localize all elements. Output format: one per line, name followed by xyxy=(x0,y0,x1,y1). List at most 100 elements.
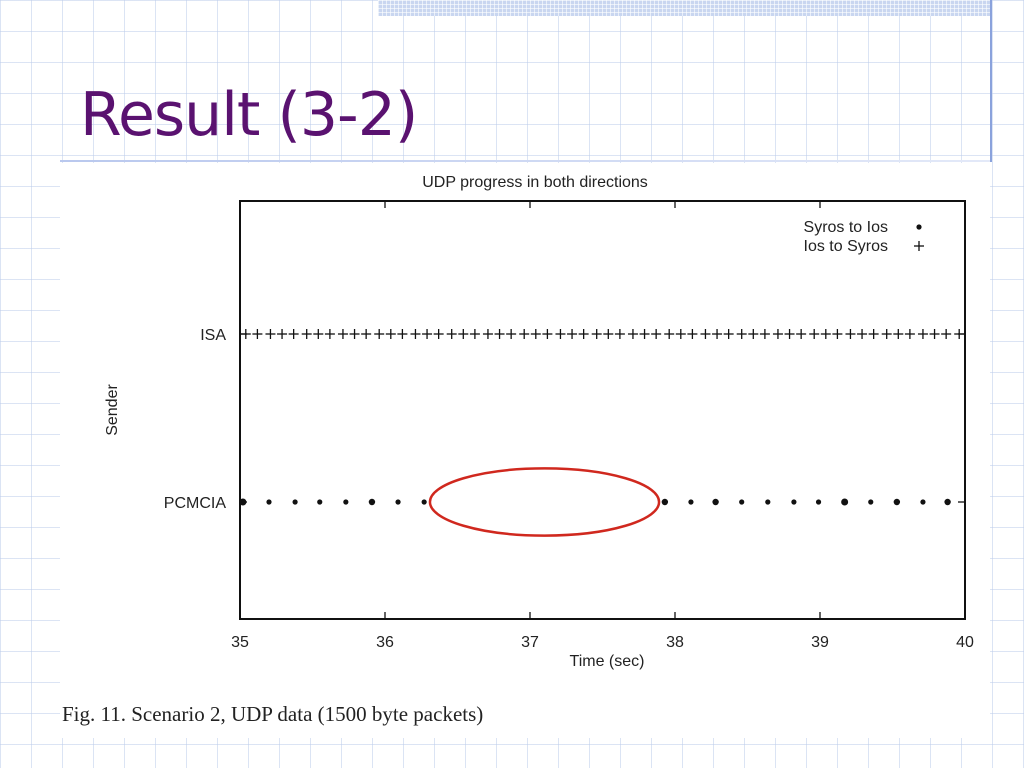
data-point-ios-to-syros xyxy=(784,329,795,339)
data-point-ios-to-syros xyxy=(820,329,831,339)
figure-caption: Fig. 11. Scenario 2, UDP data (1500 byte… xyxy=(62,702,484,726)
data-point-ios-to-syros xyxy=(675,329,686,339)
data-point-ios-to-syros xyxy=(893,329,904,339)
data-point-ios-to-syros xyxy=(446,329,457,339)
x-tick-label: 35 xyxy=(231,634,249,651)
data-point-ios-to-syros xyxy=(397,329,408,339)
data-point-syros-to-ios xyxy=(343,499,349,505)
legend-label-syros-to-ios: Syros to Ios xyxy=(804,219,888,236)
data-point-syros-to-ios xyxy=(292,499,298,505)
data-point-ios-to-syros xyxy=(845,329,856,339)
legend-label-ios-to-syros: Ios to Syros xyxy=(804,238,888,255)
data-point-syros-to-ios xyxy=(266,499,272,505)
data-point-syros-to-ios xyxy=(395,499,401,505)
data-point-ios-to-syros xyxy=(519,329,530,339)
data-point-syros-to-ios xyxy=(712,498,719,506)
data-point-ios-to-syros xyxy=(748,329,759,339)
series-syros-to-ios xyxy=(239,498,951,506)
data-point-syros-to-ios xyxy=(739,499,745,505)
data-point-syros-to-ios xyxy=(815,499,822,505)
data-point-ios-to-syros xyxy=(904,329,915,339)
data-point-ios-to-syros xyxy=(700,329,711,339)
data-point-ios-to-syros xyxy=(712,329,723,339)
data-point-ios-to-syros xyxy=(868,329,879,339)
data-point-ios-to-syros xyxy=(567,329,578,339)
data-point-ios-to-syros xyxy=(482,329,493,339)
data-point-ios-to-syros xyxy=(252,329,263,339)
series-ios-to-syros xyxy=(240,329,965,339)
data-point-syros-to-ios xyxy=(893,498,901,506)
data-point-ios-to-syros xyxy=(664,329,675,339)
data-point-ios-to-syros xyxy=(954,329,965,339)
data-point-ios-to-syros xyxy=(542,329,553,339)
header-side-rule xyxy=(990,0,992,162)
data-point-ios-to-syros xyxy=(772,329,783,339)
x-tick-label: 40 xyxy=(956,634,974,651)
data-point-ios-to-syros xyxy=(687,329,698,339)
data-point-ios-to-syros xyxy=(614,329,625,339)
data-point-ios-to-syros xyxy=(288,329,299,339)
data-point-ios-to-syros xyxy=(809,329,820,339)
data-point-ios-to-syros xyxy=(881,329,892,339)
data-point-syros-to-ios xyxy=(791,499,797,505)
data-point-ios-to-syros xyxy=(530,329,541,339)
x-tick-label: 38 xyxy=(666,634,684,651)
data-point-ios-to-syros xyxy=(301,329,312,339)
axis-ticks xyxy=(239,201,966,619)
data-point-ios-to-syros xyxy=(603,329,614,339)
data-point-ios-to-syros xyxy=(458,329,469,339)
data-point-ios-to-syros xyxy=(759,329,770,339)
data-point-ios-to-syros xyxy=(639,329,650,339)
data-point-ios-to-syros xyxy=(433,329,444,339)
data-point-ios-to-syros xyxy=(385,329,396,339)
data-point-ios-to-syros xyxy=(917,329,928,339)
data-point-ios-to-syros xyxy=(469,329,480,339)
plot-frame xyxy=(239,200,966,620)
data-point-syros-to-ios xyxy=(368,498,376,506)
data-point-ios-to-syros xyxy=(265,329,276,339)
data-point-ios-to-syros xyxy=(277,329,288,339)
data-point-ios-to-syros xyxy=(349,329,360,339)
chart-legend: Syros to Ios Ios to Syros xyxy=(804,219,924,255)
y-tick-label: PCMCIA xyxy=(164,495,227,512)
data-point-ios-to-syros xyxy=(337,329,348,339)
data-point-ios-to-syros xyxy=(422,329,433,339)
data-point-ios-to-syros xyxy=(832,329,843,339)
data-point-syros-to-ios xyxy=(421,499,427,505)
highlight-ellipse xyxy=(428,467,661,537)
data-point-ios-to-syros xyxy=(494,329,505,339)
title-underline xyxy=(60,160,990,162)
data-point-ios-to-syros xyxy=(723,329,734,339)
data-point-syros-to-ios xyxy=(239,498,247,506)
y-category-labels: PCMCIA ISA xyxy=(164,327,227,512)
data-point-ios-to-syros xyxy=(361,329,372,339)
data-point-ios-to-syros xyxy=(627,329,638,339)
data-point-ios-to-syros xyxy=(324,329,335,339)
x-tick-label: 36 xyxy=(376,634,394,651)
data-point-syros-to-ios xyxy=(944,498,951,506)
data-point-ios-to-syros xyxy=(736,329,747,339)
x-tick-label: 37 xyxy=(521,634,539,651)
header-decor-band xyxy=(378,0,992,16)
chart-annotations xyxy=(428,467,661,537)
data-point-ios-to-syros xyxy=(506,329,517,339)
udp-progress-chart: UDP progress in both directions Syros to… xyxy=(104,174,974,670)
x-tick-label: 39 xyxy=(811,634,829,651)
data-point-ios-to-syros xyxy=(591,329,602,339)
y-axis-label: Sender xyxy=(104,384,121,436)
legend-marker-plus xyxy=(914,241,924,251)
x-axis-label: Time (sec) xyxy=(570,653,645,670)
data-point-ios-to-syros xyxy=(313,329,324,339)
x-tick-labels: 35 36 37 38 39 40 xyxy=(231,634,974,651)
data-point-ios-to-syros xyxy=(555,329,566,339)
data-point-syros-to-ios xyxy=(841,498,849,506)
y-tick-label: ISA xyxy=(200,327,226,344)
chart-title: UDP progress in both directions xyxy=(422,174,648,191)
data-point-syros-to-ios xyxy=(661,498,669,506)
data-point-ios-to-syros xyxy=(857,329,868,339)
data-point-ios-to-syros xyxy=(240,329,251,339)
data-point-syros-to-ios xyxy=(920,499,926,505)
data-point-ios-to-syros xyxy=(651,329,662,339)
data-point-ios-to-syros xyxy=(796,329,807,339)
data-point-syros-to-ios xyxy=(688,499,694,505)
